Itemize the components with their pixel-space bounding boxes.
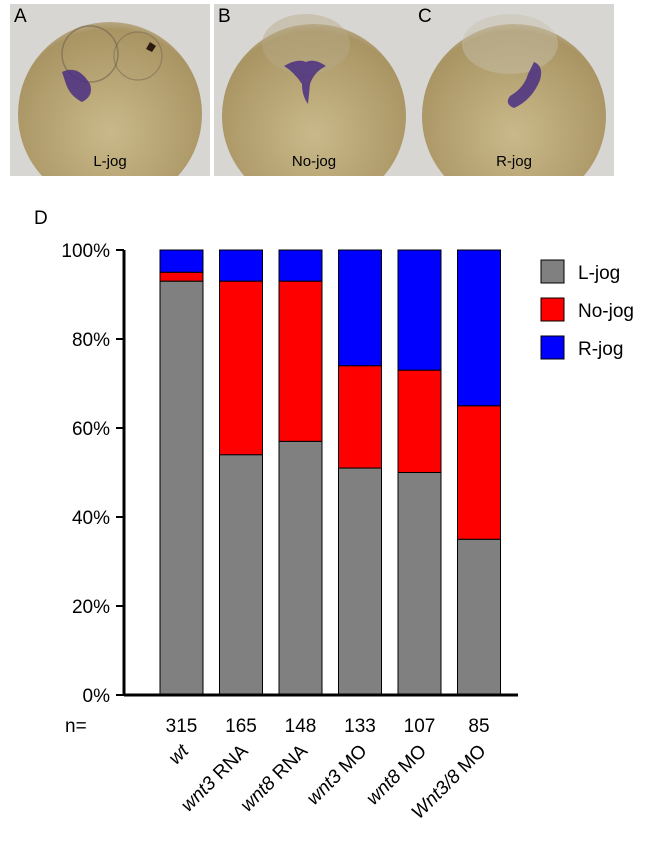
y-tick-label: 0% xyxy=(83,686,111,707)
bar-segment-r-jog xyxy=(160,250,203,272)
bar-segment-r-jog xyxy=(220,250,263,281)
n-value-label: 315 xyxy=(166,716,198,737)
y-tick-label: 80% xyxy=(72,330,110,351)
n-value-label: 165 xyxy=(225,716,257,737)
category-label: wnt3 MO xyxy=(303,741,372,810)
bar-segment-no-jog xyxy=(279,281,322,441)
bar-segment-l-jog xyxy=(339,468,382,695)
y-tick-label: 60% xyxy=(72,419,110,440)
bar-segment-no-jog xyxy=(458,406,501,540)
bar-segment-no-jog xyxy=(220,281,263,455)
legend-label: L-jog xyxy=(578,263,620,284)
bar-segment-no-jog xyxy=(339,366,382,468)
bar-segment-l-jog xyxy=(398,473,441,696)
n-value-label: 133 xyxy=(344,716,376,737)
n-value-label: 148 xyxy=(285,716,317,737)
bar-segment-r-jog xyxy=(458,250,501,406)
y-tick-label: 100% xyxy=(61,241,110,262)
legend-swatch-l-jog xyxy=(541,260,564,283)
legend-label: R-jog xyxy=(578,339,623,360)
bar-segment-no-jog xyxy=(160,272,203,281)
bar-segment-r-jog xyxy=(398,250,441,370)
n-prefix-label: n= xyxy=(65,716,87,737)
bar-segment-no-jog xyxy=(398,370,441,472)
category-label: wt xyxy=(165,740,194,769)
bar-segment-r-jog xyxy=(339,250,382,366)
bar-segment-l-jog xyxy=(160,281,203,695)
bar-segment-l-jog xyxy=(220,455,263,695)
n-value-label: 85 xyxy=(468,716,489,737)
bar-segment-r-jog xyxy=(279,250,322,281)
y-tick-label: 20% xyxy=(72,597,110,618)
bar-segment-l-jog xyxy=(458,539,501,695)
y-tick-label: 40% xyxy=(72,508,110,529)
legend-swatch-no-jog xyxy=(541,298,564,321)
legend-label: No-jog xyxy=(578,301,634,322)
n-value-label: 107 xyxy=(404,716,436,737)
bar-segment-l-jog xyxy=(279,441,322,695)
legend-swatch-r-jog xyxy=(541,336,564,359)
stacked-bar-chart: 0% 20% 40% 60% 80% 100% n= 315 165 148 133 107 85 wt w… xyxy=(0,0,658,860)
